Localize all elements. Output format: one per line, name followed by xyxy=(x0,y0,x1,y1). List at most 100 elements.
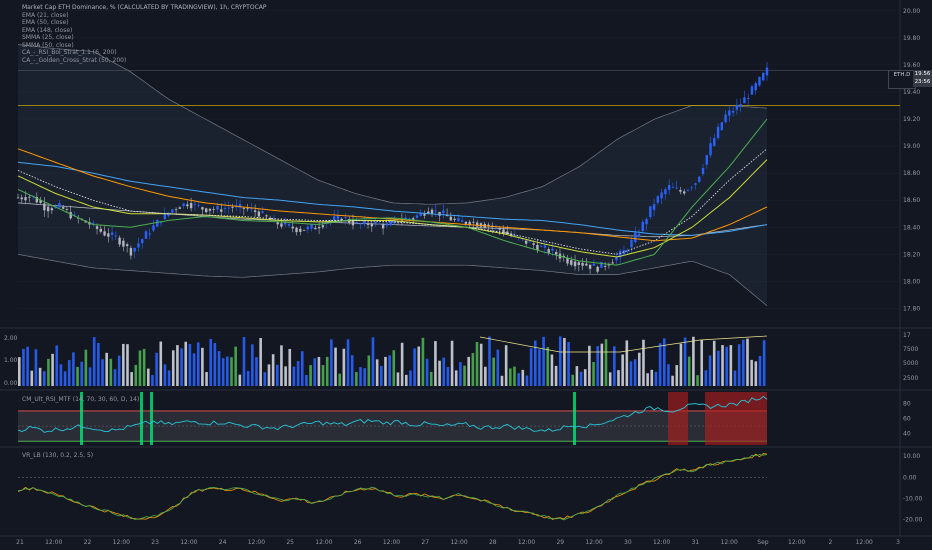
candle xyxy=(103,231,106,236)
candle xyxy=(186,204,189,207)
volume-bar xyxy=(51,353,54,386)
candle xyxy=(73,214,76,216)
x-tick-label: 12:00 xyxy=(180,539,197,546)
candle xyxy=(528,241,532,243)
legend-item[interactable]: SMMA (25, close) xyxy=(22,34,74,41)
candle xyxy=(716,126,720,139)
candle xyxy=(61,207,65,209)
candle xyxy=(24,197,27,201)
volume-bar xyxy=(563,337,566,386)
legend-item[interactable]: SMMA (50, close) xyxy=(22,41,74,49)
volume-bar xyxy=(542,336,545,386)
volume-bar xyxy=(284,366,287,386)
volume-bar xyxy=(205,372,208,386)
candle xyxy=(679,189,682,192)
price-tag-countdown: 23:56 xyxy=(914,79,931,85)
x-tick-label: 12:00 xyxy=(653,539,670,546)
volume-bar xyxy=(571,374,575,386)
candle xyxy=(310,224,313,229)
volume-bar xyxy=(696,375,699,386)
ema50-line xyxy=(17,159,768,258)
candle xyxy=(20,197,23,200)
candle xyxy=(174,209,178,211)
volume-bar xyxy=(417,346,421,386)
candle xyxy=(265,215,268,217)
candle xyxy=(536,244,539,251)
volume-bar xyxy=(733,370,737,386)
candle xyxy=(543,245,547,248)
volume-bar xyxy=(309,365,312,386)
candle xyxy=(615,256,618,261)
candle xyxy=(570,260,573,265)
x-tick-label: 12:00 xyxy=(450,539,467,546)
candle xyxy=(509,233,513,236)
volume-bar xyxy=(750,359,753,386)
y-tick-label: 18.00 xyxy=(903,278,920,285)
volume-bar xyxy=(180,348,183,386)
candle xyxy=(762,72,765,81)
volume-left-tick: 1.00 xyxy=(4,357,18,364)
candle xyxy=(551,248,554,251)
legend-item[interactable]: EMA (50, close) xyxy=(22,19,69,26)
y-tick-label: 19.40 xyxy=(903,89,920,96)
legend-item[interactable]: CA_-_Golden_Cross_Strat (50, 200) xyxy=(22,56,127,64)
volume-bar xyxy=(725,346,728,386)
rsi-y-tick: 80 xyxy=(903,400,911,407)
candle xyxy=(28,196,31,198)
volume-bar xyxy=(717,350,720,386)
candle xyxy=(682,191,686,194)
legend-item[interactable]: EMA (148, close) xyxy=(22,26,73,34)
volume-bar xyxy=(271,354,275,386)
volume-bar xyxy=(92,337,96,386)
volume-bar xyxy=(30,370,34,386)
candle xyxy=(246,208,249,210)
candle xyxy=(701,167,705,175)
volume-bar xyxy=(151,375,154,386)
candle xyxy=(577,262,581,266)
volume-bar xyxy=(588,345,591,386)
candle xyxy=(50,208,54,211)
legend-item[interactable]: EMA (21, close) xyxy=(22,11,69,19)
candle xyxy=(370,223,373,227)
volume-bar xyxy=(658,343,662,386)
volume-bar xyxy=(667,364,670,386)
y-tick-label: 19.80 xyxy=(903,35,920,42)
bollinger-fill xyxy=(18,44,767,306)
candle xyxy=(449,216,453,221)
candle xyxy=(713,137,716,146)
volume-bar xyxy=(425,358,429,386)
vr-y-tick: 0.00 xyxy=(903,474,917,481)
rsi-y-tick: 60 xyxy=(903,416,911,423)
y-tick-label: 18.20 xyxy=(903,251,920,258)
legend-item[interactable]: CA_-_RSI_Bol_Strat_1.1 (6, 200) xyxy=(22,49,117,56)
candle xyxy=(442,210,445,214)
volume-bar xyxy=(567,342,570,386)
price-tag-symbol: ETH.D xyxy=(893,72,911,78)
volume-bar xyxy=(380,366,383,386)
candle xyxy=(148,233,151,235)
ema21-line xyxy=(17,118,768,266)
candle xyxy=(412,218,415,220)
x-tick-label: 24 xyxy=(219,539,227,546)
candle xyxy=(197,205,200,207)
volume-bar xyxy=(221,358,225,386)
volume-bar xyxy=(22,348,25,386)
volume-bar xyxy=(704,370,708,386)
vr-pane-label[interactable]: VR_LB (130, 0.2, 2.5, 5) xyxy=(22,452,94,459)
candle xyxy=(152,225,155,231)
volume-bar xyxy=(692,336,695,386)
volume-left-tick: 2.00 xyxy=(4,335,18,342)
volume-bar xyxy=(583,369,587,386)
volume-bar xyxy=(159,341,163,386)
candle xyxy=(182,203,185,206)
volume-bar xyxy=(105,352,108,386)
volume-bar xyxy=(700,339,704,386)
candle xyxy=(141,239,144,244)
volume-bar xyxy=(80,361,84,386)
candle xyxy=(344,217,347,219)
rsi-pane-label[interactable]: CM_Ult_RSI_MTF (14, 70, 30, 60, D, 14) xyxy=(22,396,140,403)
volume-bar xyxy=(259,337,262,386)
rsi-y-tick: 40 xyxy=(903,431,911,438)
volume-bar xyxy=(230,357,233,386)
volume-bar xyxy=(500,375,504,386)
